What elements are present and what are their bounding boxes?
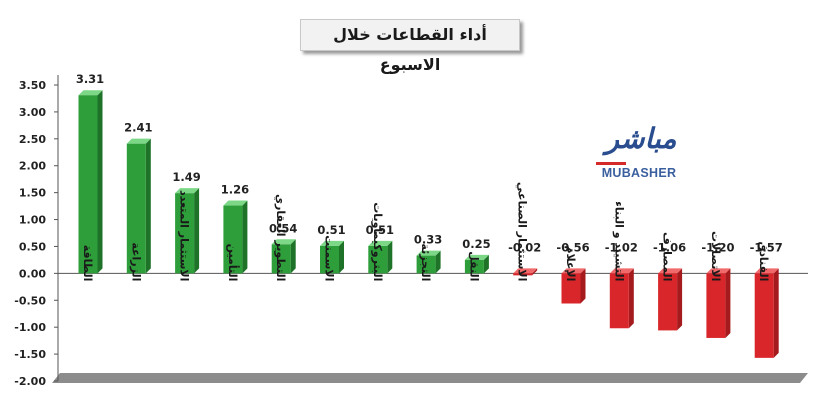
bars-layer	[78, 90, 779, 358]
bar-top	[561, 268, 586, 274]
mubasher-logo: مباشر MUBASHER	[588, 122, 688, 188]
bar-value-label: -0.02	[508, 240, 541, 254]
bar	[368, 245, 388, 274]
bar-side	[435, 250, 441, 274]
bar-side	[97, 90, 103, 274]
chart-title: أداء القطاعات خلال الاسبوع	[300, 19, 520, 74]
bar-value-label: -0.56	[556, 240, 589, 254]
category-label: التشييد و البناء	[612, 201, 625, 281]
bar-side	[194, 188, 200, 274]
chart-floor	[52, 373, 808, 383]
bar	[126, 143, 146, 274]
category-label: الاستثمار الصناعي	[516, 182, 529, 281]
y-tick-label: -0.50	[14, 294, 46, 307]
category-label: البتروكيماويات	[371, 202, 384, 281]
category-label: الاسمنت	[323, 235, 336, 281]
bar-side	[628, 268, 634, 329]
bar-side	[580, 268, 586, 304]
category-label: المصارف	[661, 232, 674, 281]
bar-value-label: 1.26	[221, 183, 249, 197]
category-label: الطاقة	[81, 245, 94, 282]
bar-value-label: 1.49	[172, 170, 200, 184]
bar-value-label: -1.02	[605, 240, 638, 254]
logo-english-text: MUBASHER	[601, 166, 677, 180]
bar	[464, 259, 484, 274]
y-tick-label: 3.50	[19, 79, 46, 92]
bar-side	[290, 239, 296, 274]
bar-top	[609, 268, 634, 274]
bar-side	[532, 268, 538, 276]
y-tick-label: 3.00	[19, 106, 46, 119]
bar-value-label: 0.51	[366, 223, 394, 237]
bar-top	[126, 138, 151, 144]
y-tick-label: 2.00	[19, 160, 46, 173]
bar-value-label: 2.41	[124, 121, 152, 135]
bar	[271, 244, 291, 274]
category-label: التطوير العقاري	[274, 194, 287, 281]
logo-arabic-text: مباشر	[605, 122, 677, 155]
bar	[416, 255, 436, 274]
bar-top	[78, 90, 103, 96]
bar	[658, 273, 678, 331]
bar-side	[387, 240, 393, 274]
bar-top	[271, 239, 296, 245]
bar	[609, 273, 629, 329]
axis-layer	[52, 75, 808, 383]
bar	[223, 205, 243, 274]
category-label: التجزئة	[419, 243, 432, 281]
bar	[513, 273, 533, 276]
category-label: الإعلام	[564, 245, 577, 281]
bar-top	[368, 240, 393, 246]
y-tick-label: -1.00	[14, 321, 46, 334]
bar-value-label: -1.06	[653, 240, 686, 254]
bar-top	[513, 268, 538, 274]
bar-value-label: 0.33	[414, 233, 442, 247]
bar-top	[464, 254, 489, 260]
y-tick-label: 1.50	[19, 187, 46, 200]
bar-side	[145, 138, 151, 274]
bar	[320, 245, 339, 274]
labels-layer: 3.50 3.00 2.50 2.00 1.50 1.00 0.50 0.00 -0.50 -1.…	[14, 72, 782, 388]
category-label: الزراعة	[129, 242, 142, 281]
bar-side	[725, 268, 731, 338]
y-tick-label: 0.50	[19, 240, 46, 253]
category-label: الاستثمار المتعدد	[178, 190, 191, 281]
bar-value-label: -1.20	[701, 240, 734, 254]
category-label: الاتصالات	[709, 231, 722, 281]
bar-value-label: 0.51	[317, 223, 345, 237]
y-tick-label: 1.00	[19, 214, 46, 227]
category-label: التأمين	[226, 244, 240, 282]
bar-side	[483, 254, 489, 274]
bar-value-label: 3.31	[76, 72, 104, 86]
bar-value-label: 0.25	[462, 237, 490, 251]
bar-side	[339, 240, 344, 274]
category-label: النقل	[467, 251, 480, 281]
logo-stripe	[596, 162, 626, 165]
bar-value-label: 0.54	[269, 221, 297, 235]
bar-side	[773, 268, 779, 358]
bar-top	[754, 268, 779, 274]
bar	[78, 95, 98, 274]
bar	[754, 273, 774, 358]
bar-top	[658, 268, 683, 274]
bar-top	[706, 268, 731, 274]
bar	[175, 193, 195, 274]
bar	[706, 273, 726, 338]
y-tick-label: -1.50	[14, 348, 46, 361]
category-label: الفنادق	[757, 241, 770, 281]
y-tick-label: -2.00	[14, 375, 46, 388]
bar-side	[677, 268, 683, 331]
bar-top	[175, 188, 200, 194]
y-tick-label: 0.00	[19, 267, 46, 280]
bar-top	[320, 240, 344, 246]
bar-top	[416, 250, 441, 256]
y-tick-label: 2.50	[19, 133, 46, 146]
bar	[561, 273, 581, 304]
bar-side	[242, 200, 248, 274]
bar-value-label: -1.57	[750, 240, 783, 254]
bar-top	[223, 200, 248, 206]
